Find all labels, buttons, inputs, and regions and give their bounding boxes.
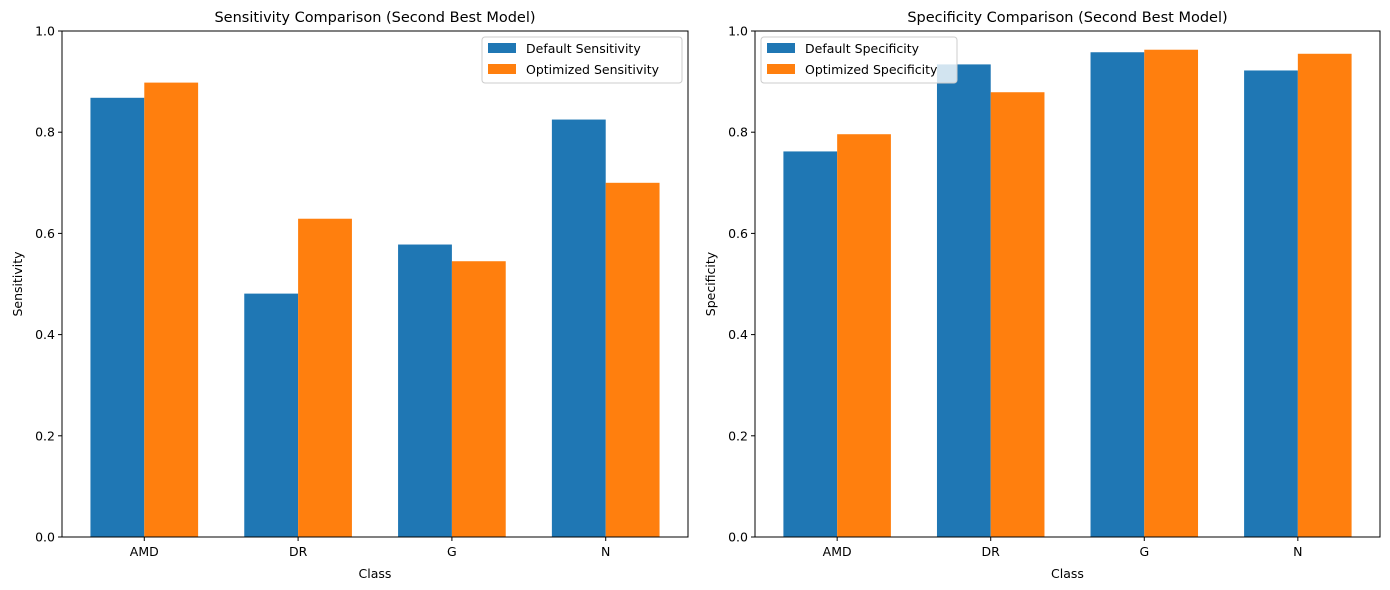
y-tick-label: 0.0 <box>35 530 55 545</box>
bar-n-series-2 <box>1297 53 1352 538</box>
bar-g-series-2 <box>451 261 506 537</box>
x-tick-label: DR <box>982 544 1001 559</box>
y-tick-label: 0.4 <box>728 327 748 342</box>
y-tick-label: 0.6 <box>728 226 748 241</box>
bar-amd-series-1 <box>90 97 145 537</box>
y-tick-label: 0.2 <box>35 428 55 443</box>
bar-dr-series-1 <box>936 64 991 538</box>
y-tick-label: 0.8 <box>728 125 748 140</box>
legend-box <box>760 36 958 84</box>
y-tick-label: 0.4 <box>35 327 55 342</box>
chart-title: Specificity Comparison (Second Best Mode… <box>907 10 1227 26</box>
legend-box <box>481 36 683 84</box>
legend-swatch <box>488 43 516 53</box>
bar-amd-series-2 <box>837 134 891 537</box>
legend-entry: Default Specificity <box>805 41 920 56</box>
x-axis-label: Class <box>359 566 392 581</box>
legend-swatch <box>767 64 795 74</box>
x-tick-label: N <box>1293 544 1302 559</box>
y-tick-label: 1.0 <box>35 24 55 39</box>
bar-n-series-1 <box>1244 70 1298 537</box>
chart-panel-1: 0.0 0.2 0.4 0.6 0.8 1.0 AMD DR G N Sensitivity Com… <box>10 10 689 581</box>
x-tick-label: G <box>447 544 457 559</box>
y-axis-label: Sensitivity <box>10 251 25 317</box>
bar-amd-series-2 <box>144 82 199 538</box>
plot-frame <box>754 30 1381 538</box>
plot-frame <box>61 30 689 538</box>
y-tick-label: 0.6 <box>35 226 55 241</box>
bar-dr-series-2 <box>298 218 352 538</box>
legend-entry: Default Sensitivity <box>526 41 641 56</box>
legend-swatch <box>488 64 516 74</box>
legend: Default Specificity Optimized Specificity <box>760 36 958 84</box>
x-axis-label: Class <box>1051 566 1084 581</box>
y-tick-label: 1.0 <box>728 24 748 39</box>
bar-n-series-2 <box>605 182 660 538</box>
y-tick-label: 0.8 <box>35 125 55 140</box>
bar-amd-series-1 <box>783 151 838 537</box>
x-tick-label: G <box>1139 544 1149 559</box>
bar-g-series-2 <box>1144 49 1199 537</box>
x-tick-label: AMD <box>823 544 852 559</box>
chart-title: Sensitivity Comparison (Second Best Mode… <box>214 10 535 26</box>
legend-entry: Optimized Specificity <box>805 62 938 77</box>
x-tick-label: N <box>601 544 610 559</box>
legend: Default Sensitivity Optimized Sensitivity <box>481 36 683 84</box>
x-tick-label: AMD <box>130 544 159 559</box>
bar-g-series-1 <box>398 244 452 537</box>
chart-panel-2: 0.0 0.2 0.4 0.6 0.8 1.0 AMD DR G N Specificity Com… <box>703 10 1381 581</box>
bar-n-series-1 <box>551 119 606 538</box>
y-tick-label: 0.0 <box>728 530 748 545</box>
y-tick-label: 0.2 <box>728 428 748 443</box>
x-tick-label: DR <box>289 544 308 559</box>
legend-entry: Optimized Sensitivity <box>526 62 660 77</box>
y-axis-label: Specificity <box>703 251 718 316</box>
bar-dr-series-2 <box>990 92 1045 537</box>
bar-dr-series-1 <box>244 293 299 537</box>
legend-swatch <box>767 43 795 53</box>
bar-g-series-1 <box>1090 52 1145 537</box>
